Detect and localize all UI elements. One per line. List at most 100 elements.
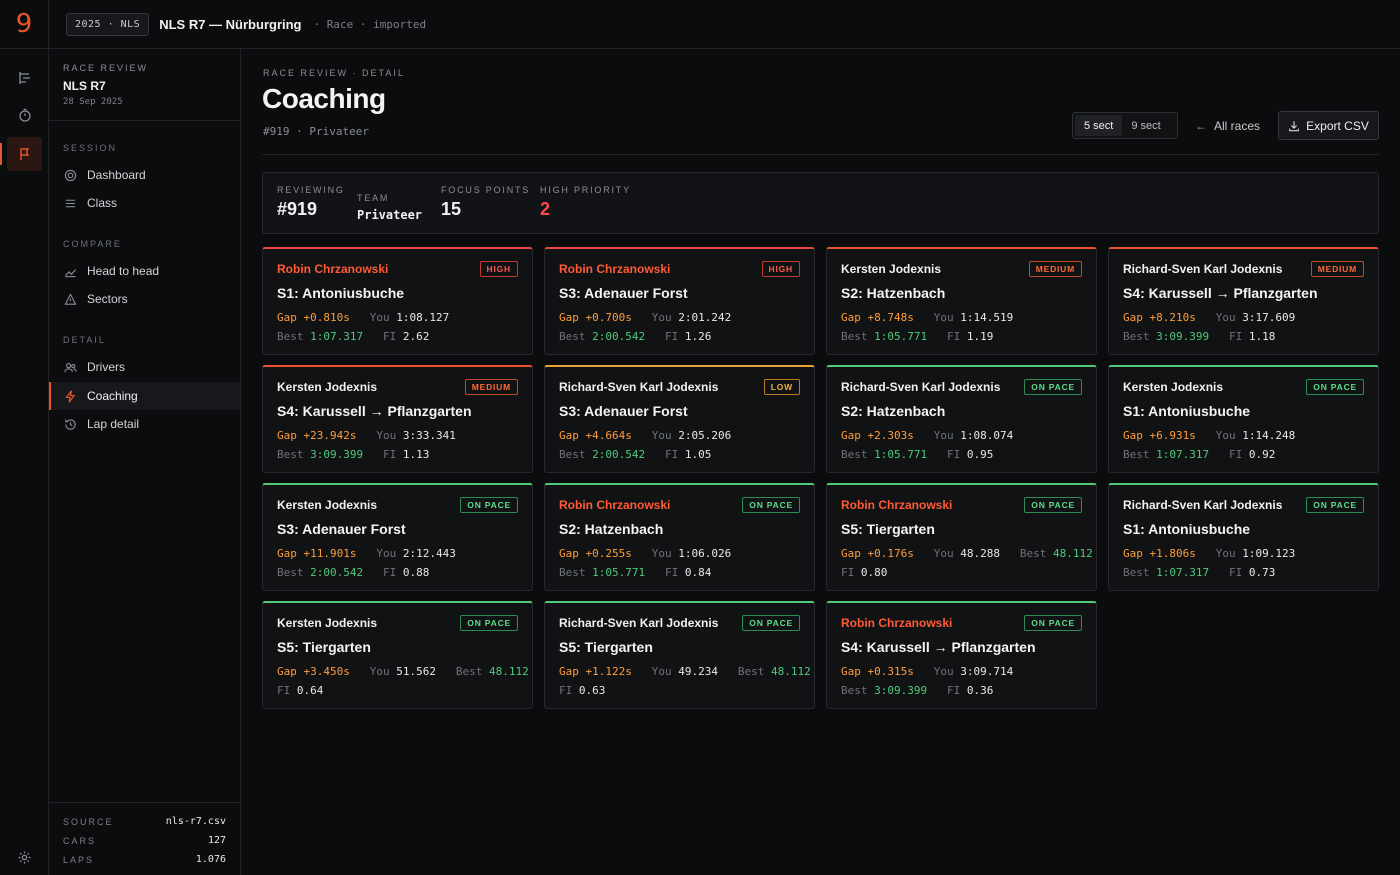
coaching-card[interactable]: Richard-Sven Karl Jodexnis ON PACE S2: Hat… [826,365,1097,473]
summary-bar: REVIEWING #919 TEAM Privateer FOCUS POIN… [262,172,1379,234]
gap-value: +0.255s [585,547,632,560]
card-times-line: Gap +1.122s You 49.234 Best 48.112 [559,665,811,678]
best-label: Best [277,566,304,579]
best-value: 3:09.399 [310,448,364,461]
best-label: Best [1123,330,1150,343]
coaching-card[interactable]: Kersten Jodexnis MEDIUM S4: Karussell → Pf… [262,365,533,473]
section-session: SESSION [63,143,118,153]
best-value: 2:00.542 [310,566,364,579]
fi-label: FI [1228,448,1243,461]
you-label: You [651,665,672,678]
toggle-9-sectors[interactable]: 9 sect [1131,119,1161,132]
card-sector: S4: Karussell → Pflanzgarten [841,639,1036,655]
coaching-card[interactable]: Richard-Sven Karl Jodexnis ON PACE S1: Ant… [1108,483,1379,591]
best-value: 1:05.771 [874,448,928,461]
coaching-card[interactable]: Robin Chrzanowski HIGH S1: Antoniusbuche Ga… [262,247,533,355]
you-value: 1:14.248 [1242,429,1296,442]
you-value: 1:06.026 [678,547,732,560]
coaching-card[interactable]: Robin Chrzanowski ON PACE S2: Hatzenbach Ga… [544,483,815,591]
fi-label: FI [382,448,397,461]
export-csv-button[interactable]: Export CSV [1278,111,1379,140]
fi-value: 0.36 [966,684,994,697]
sidebar-footer: SOURCE nls-r7.csv CARS 127 LAPS 1.076 [49,802,240,875]
sidebar-item-label: Drivers [87,360,125,374]
fi-value: 1.13 [402,448,430,461]
gap-value: +0.810s [303,311,350,324]
priority-badge: ON PACE [1024,615,1082,631]
stat-value: #919 [277,199,318,219]
gap-value: +2.303s [867,429,914,442]
coaching-card[interactable]: Robin Chrzanowski ON PACE S5: Tiergarten Ga… [826,483,1097,591]
gap-label: Gap [841,429,861,442]
stat-focus-points: FOCUS POINTS 15 [441,185,530,220]
coaching-card[interactable]: Robin Chrzanowski HIGH S3: Adenauer Forst G… [544,247,815,355]
best-label: Best [559,566,586,579]
priority-badge: ON PACE [1306,497,1364,513]
export-label: Export CSV [1306,118,1369,133]
laps-label: LAPS [63,854,95,865]
card-sector: S5: Tiergarten [559,639,653,655]
gear-icon [18,850,31,864]
sidebar-item-dashboard[interactable]: Dashboard [49,161,240,189]
rail-timeline-button[interactable] [7,61,42,95]
fi-label: FI [664,566,679,579]
card-sector: S3: Adenauer Forst [277,521,406,537]
rail-settings-button[interactable] [7,840,42,874]
coaching-card[interactable]: Kersten Jodexnis ON PACE S1: Antoniusbuche… [1108,365,1379,473]
coaching-card[interactable]: Kersten Jodexnis MEDIUM S2: Hatzenbach Gap … [826,247,1097,355]
page-title: Coaching [262,83,386,114]
priority-badge: ON PACE [1024,497,1082,513]
coaching-card[interactable]: Robin Chrzanowski ON PACE S4: Karussell → … [826,601,1097,709]
trend-icon [63,264,77,278]
best-value: 48.112 [770,665,811,678]
card-sector: S2: Hatzenbach [841,403,946,419]
sidebar-item-class[interactable]: Class [49,189,240,217]
fi-value: 1.19 [966,330,994,343]
card-times-line: Gap +0.700s You 2:01.242 [559,311,731,324]
sidebar-item-coaching[interactable]: Coaching [49,382,240,410]
all-races-link[interactable]: ← All races [1195,112,1260,139]
sidebar-item-sectors[interactable]: Sectors [49,285,240,313]
sidebar-item-label: Coaching [87,389,138,403]
card-driver: Kersten Jodexnis [1123,380,1224,394]
card-sector: S2: Hatzenbach [841,285,946,301]
card-driver: Richard-Sven Karl Jodexnis [1123,498,1283,512]
best-value: 1:05.771 [592,566,646,579]
priority-badge: ON PACE [1306,379,1364,395]
sidebar-item-drivers[interactable]: Drivers [49,353,240,381]
best-label: Best [277,448,304,461]
rail-stopwatch-button[interactable] [7,98,42,132]
best-label: Best [1019,547,1047,560]
coaching-card[interactable]: Kersten Jodexnis ON PACE S3: Adenauer Fors… [262,483,533,591]
gap-value: +0.176s [867,547,914,560]
coaching-card[interactable]: Richard-Sven Karl Jodexnis LOW S3: Adenaue… [544,365,815,473]
rail-flag-button[interactable] [0,137,42,171]
coaching-card[interactable]: Richard-Sven Karl Jodexnis ON PACE S5: Tie… [544,601,815,709]
gap-label: Gap [559,429,579,442]
sidebar-item-lap-detail[interactable]: Lap detail [49,410,240,438]
you-value: 49.234 [678,665,718,678]
card-best-line: Best 1:05.771 FI 1.19 [841,330,993,343]
coaching-card[interactable]: Kersten Jodexnis ON PACE S5: Tiergarten Gap… [262,601,533,709]
fi-label: FI [946,330,961,343]
season-chip[interactable]: 2025 · NLS [66,12,150,36]
best-value: 2:00.542 [592,330,646,343]
you-label: You [933,429,954,442]
top-bar: 9 2025 · NLS NLS R7 — Nürburgring · Race… [0,0,1400,49]
you-label: You [933,547,954,560]
sidebar-item-head-to-head[interactable]: Head to head [49,257,240,285]
gap-label: Gap [277,665,297,678]
coaching-card[interactable]: Richard-Sven Karl Jodexnis MEDIUM S4: Karu… [1108,247,1379,355]
you-value: 2:01.242 [678,311,732,324]
toggle-5-sectors[interactable]: 5 sect [1075,115,1123,136]
best-value: 2:00.542 [592,448,646,461]
app-logo[interactable]: 9 [0,0,49,48]
list-icon [63,196,77,210]
fi-value: 0.84 [684,566,712,579]
card-driver: Kersten Jodexnis [277,616,378,630]
you-value: 1:08.074 [960,429,1014,442]
bolt-icon [63,389,77,403]
source-label: SOURCE [63,816,114,827]
card-best-line: Best 2:00.542 FI 0.88 [277,566,429,579]
users-icon [63,360,77,374]
